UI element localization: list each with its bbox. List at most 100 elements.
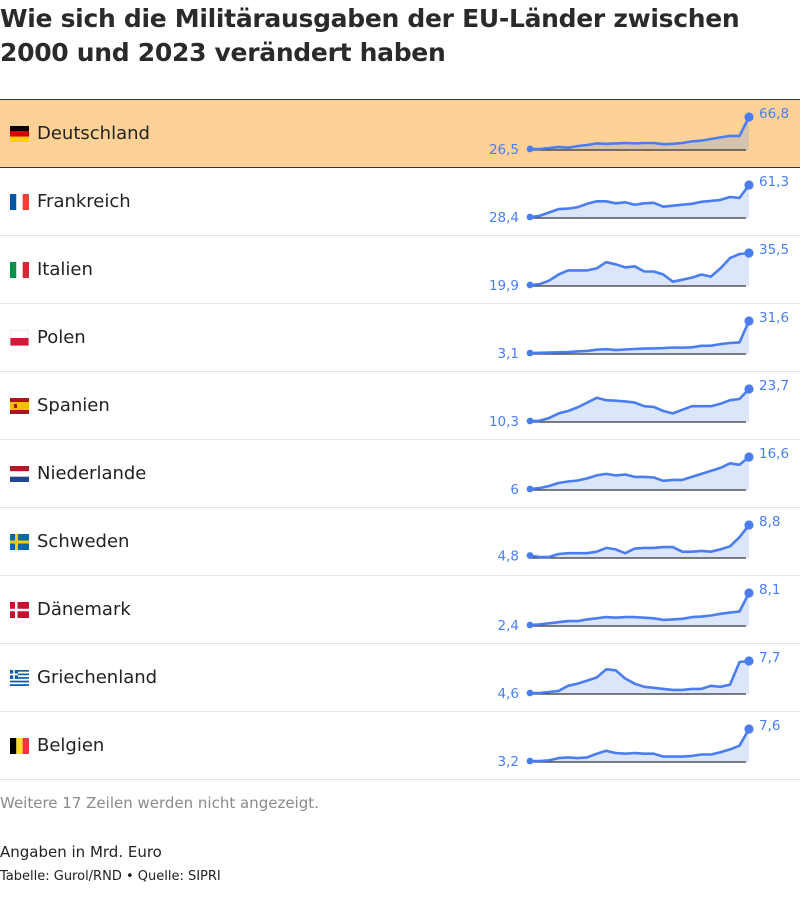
flag-dk-icon <box>10 602 29 618</box>
flag-pl-icon <box>10 330 29 346</box>
start-value-label: 10,3 <box>489 414 519 430</box>
sparkline-start-point <box>526 757 534 765</box>
sparkline-line <box>528 251 751 287</box>
sparkline: 4,6 7,7 <box>498 650 781 702</box>
unit-note: Angaben in Mrd. Euro <box>0 843 162 861</box>
table-row: Belgien 3,2 7,6 <box>0 712 800 780</box>
table-row: Spanien 10,3 23,7 <box>0 372 800 440</box>
table-row: Frankreich 28,4 61,3 <box>0 168 800 236</box>
end-value-label: 7,7 <box>759 650 780 666</box>
sparkline-start-point <box>526 417 534 425</box>
flag-fr-icon <box>10 194 29 210</box>
start-value-label: 4,6 <box>498 686 519 702</box>
sparkline: 4,8 8,8 <box>498 514 781 564</box>
sparkline-line <box>528 455 751 491</box>
sparkline-line <box>528 183 751 219</box>
country-name: Deutschland <box>37 123 150 144</box>
sparkline-start-point <box>526 349 534 357</box>
country-name: Belgien <box>37 735 105 756</box>
start-value-label: 6 <box>510 482 519 498</box>
page-title: Wie sich die Militärausgaben der EU-Länd… <box>0 4 740 67</box>
sparkline: 3,2 7,6 <box>498 718 781 770</box>
end-value-label: 35,5 <box>759 242 789 258</box>
table-row: Niederlande 6 16,6 <box>0 440 800 508</box>
end-value-label: 8,1 <box>759 582 780 598</box>
start-value-label: 3,1 <box>498 346 519 362</box>
country-table: Deutschland 26,5 66,8 Frankreich 28,4 61,3 Ita… <box>0 99 800 780</box>
flag-nl-icon <box>10 466 29 482</box>
flag-se-icon <box>10 534 29 550</box>
sparkline-line <box>528 387 751 423</box>
country-name: Griechenland <box>37 667 158 688</box>
country-name: Niederlande <box>37 463 147 484</box>
end-value-label: 31,6 <box>759 310 789 326</box>
sparkline-end-point <box>744 452 754 462</box>
flag-be-icon <box>10 738 29 754</box>
sparkline-start-point <box>526 281 534 289</box>
sparkline: 19,9 35,5 <box>489 242 789 294</box>
sparkline-area <box>530 117 749 150</box>
sparkline-line <box>528 115 751 151</box>
source-note: Tabelle: Gurol/RND • Quelle: SIPRI <box>0 869 221 884</box>
sparkline-start-point <box>526 213 534 221</box>
start-value-label: 2,4 <box>498 618 519 634</box>
sparkline-end-point <box>744 112 754 122</box>
sparkline-end-point <box>744 384 754 394</box>
sparkline-end-point <box>744 248 754 258</box>
flag-it-icon <box>10 262 29 278</box>
sparkline-line <box>528 319 751 355</box>
start-value-label: 28,4 <box>489 210 519 226</box>
start-value-label: 19,9 <box>489 278 519 294</box>
sparkline-line <box>528 591 751 627</box>
end-value-label: 8,8 <box>759 514 780 530</box>
start-value-label: 4,8 <box>498 548 519 564</box>
sparkline: 3,1 31,6 <box>498 310 790 362</box>
country-name: Schweden <box>37 531 130 552</box>
country-name: Spanien <box>37 395 110 416</box>
sparkline-area <box>530 185 749 218</box>
sparkline: 10,3 23,7 <box>489 378 789 430</box>
flag-gr-icon <box>10 670 29 686</box>
sparkline: 26,5 66,8 <box>489 106 789 158</box>
sparkline-area <box>530 661 749 694</box>
table-row: Deutschland 26,5 66,8 <box>0 100 800 168</box>
table-row: Schweden 4,8 8,8 <box>0 508 800 576</box>
country-name: Italien <box>37 259 93 280</box>
sparkline-start-point <box>526 145 534 153</box>
table-row: Polen 3,1 31,6 <box>0 304 800 372</box>
sparkline-line <box>528 523 751 559</box>
country-name: Polen <box>37 327 86 348</box>
sparkline-end-point <box>744 316 754 326</box>
end-value-label: 66,8 <box>759 106 789 122</box>
sparkline-area <box>530 525 749 558</box>
sparkline-start-point <box>526 689 534 697</box>
table-row: Griechenland 4,6 7,7 <box>0 644 800 712</box>
sparkline-area <box>530 457 749 490</box>
more-rows-note[interactable]: Weitere 17 Zeilen werden nicht angezeigt… <box>0 794 319 812</box>
sparkline: 2,4 8,1 <box>498 582 781 634</box>
sparkline-line <box>528 659 751 695</box>
end-value-label: 16,6 <box>759 446 789 462</box>
start-value-label: 3,2 <box>498 754 519 770</box>
end-value-label: 23,7 <box>759 378 789 394</box>
sparkline-end-point <box>744 180 754 190</box>
table-row: Italien 19,9 35,5 <box>0 236 800 304</box>
start-value-label: 26,5 <box>489 142 519 158</box>
flag-es-icon <box>10 398 29 414</box>
table-row: Dänemark 2,4 8,1 <box>0 576 800 644</box>
sparkline-start-point <box>526 485 534 493</box>
sparkline-end-point <box>744 724 754 734</box>
sparkline-area <box>530 729 749 762</box>
flag-de-icon <box>10 126 29 142</box>
sparkline-area <box>530 321 749 354</box>
end-value-label: 7,6 <box>759 718 780 734</box>
country-name: Dänemark <box>37 599 131 620</box>
sparkline: 28,4 61,3 <box>489 174 789 226</box>
sparkline-end-point <box>744 588 754 598</box>
sparkline-end-point <box>744 656 754 666</box>
sparkline-start-point <box>526 621 534 629</box>
end-value-label: 61,3 <box>759 174 789 190</box>
country-name: Frankreich <box>37 191 131 212</box>
sparkline-line <box>528 727 751 763</box>
sparkline-start-point <box>526 552 534 559</box>
